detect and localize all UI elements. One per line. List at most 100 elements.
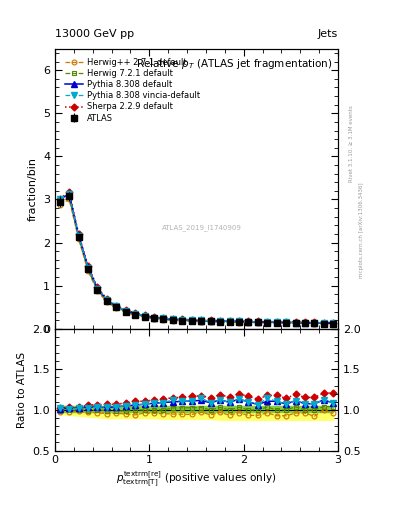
Herwig 7.2.1 default	[255, 319, 260, 325]
Herwig 7.2.1 default	[95, 287, 100, 293]
Sherpa 2.2.9 default	[86, 263, 90, 269]
Pythia 8.308 default	[246, 318, 251, 325]
Pythia 8.308 vincia-default	[303, 319, 307, 326]
Herwig 7.2.1 default	[105, 298, 109, 304]
Herwig 7.2.1 default	[114, 304, 119, 310]
Herwig++ 2.7.1 default	[67, 197, 72, 203]
Sherpa 2.2.9 default	[274, 318, 279, 325]
Pythia 8.308 default	[218, 318, 222, 324]
Sherpa 2.2.9 default	[312, 319, 317, 325]
Pythia 8.308 vincia-default	[86, 265, 90, 271]
Pythia 8.308 default	[133, 311, 138, 317]
Pythia 8.308 default	[152, 314, 156, 321]
Sherpa 2.2.9 default	[57, 196, 62, 202]
Pythia 8.308 vincia-default	[246, 318, 251, 325]
Herwig++ 2.7.1 default	[227, 319, 232, 325]
Pythia 8.308 vincia-default	[180, 316, 185, 323]
Herwig++ 2.7.1 default	[293, 321, 298, 327]
Herwig++ 2.7.1 default	[237, 319, 241, 326]
Sherpa 2.2.9 default	[208, 317, 213, 324]
Herwig 7.2.1 default	[142, 314, 147, 320]
Pythia 8.308 default	[255, 319, 260, 325]
Sherpa 2.2.9 default	[114, 303, 119, 309]
Sherpa 2.2.9 default	[180, 316, 185, 323]
Herwig++ 2.7.1 default	[142, 314, 147, 320]
Y-axis label: Ratio to ATLAS: Ratio to ATLAS	[17, 352, 27, 428]
Pythia 8.308 vincia-default	[76, 232, 81, 239]
Pythia 8.308 default	[227, 318, 232, 324]
Text: 13000 GeV pp: 13000 GeV pp	[55, 29, 134, 39]
Line: Herwig 7.2.1 default: Herwig 7.2.1 default	[57, 195, 336, 326]
Pythia 8.308 vincia-default	[67, 191, 72, 198]
Herwig 7.2.1 default	[284, 319, 288, 326]
Pythia 8.308 vincia-default	[142, 313, 147, 319]
Sherpa 2.2.9 default	[246, 318, 251, 324]
Pythia 8.308 vincia-default	[208, 318, 213, 324]
Pythia 8.308 default	[76, 232, 81, 238]
Pythia 8.308 default	[57, 197, 62, 203]
Sherpa 2.2.9 default	[265, 318, 270, 325]
Text: Rivet 3.1.10, ≥ 3.1M events: Rivet 3.1.10, ≥ 3.1M events	[349, 105, 354, 182]
Herwig++ 2.7.1 default	[331, 321, 336, 327]
Text: Relative $p_{T}$ (ATLAS jet fragmentation): Relative $p_{T}$ (ATLAS jet fragmentatio…	[136, 57, 332, 71]
Pythia 8.308 vincia-default	[189, 317, 194, 323]
Pythia 8.308 default	[274, 319, 279, 325]
Pythia 8.308 default	[114, 303, 119, 309]
Pythia 8.308 vincia-default	[293, 319, 298, 326]
Sherpa 2.2.9 default	[189, 316, 194, 323]
Pythia 8.308 vincia-default	[255, 319, 260, 325]
Pythia 8.308 vincia-default	[312, 319, 317, 326]
Herwig++ 2.7.1 default	[321, 321, 326, 327]
Herwig 7.2.1 default	[321, 321, 326, 327]
Herwig 7.2.1 default	[171, 317, 175, 323]
Sherpa 2.2.9 default	[105, 296, 109, 302]
Herwig 7.2.1 default	[312, 320, 317, 326]
Pythia 8.308 default	[86, 264, 90, 270]
Herwig++ 2.7.1 default	[265, 320, 270, 326]
Herwig++ 2.7.1 default	[199, 318, 204, 325]
Line: Pythia 8.308 default: Pythia 8.308 default	[57, 191, 336, 326]
Herwig++ 2.7.1 default	[208, 319, 213, 325]
Sherpa 2.2.9 default	[255, 318, 260, 325]
Pythia 8.308 vincia-default	[114, 303, 119, 309]
Pythia 8.308 vincia-default	[218, 318, 222, 324]
Pythia 8.308 vincia-default	[161, 315, 166, 322]
Sherpa 2.2.9 default	[218, 317, 222, 324]
Herwig++ 2.7.1 default	[312, 321, 317, 327]
Herwig++ 2.7.1 default	[246, 319, 251, 326]
Herwig 7.2.1 default	[303, 320, 307, 326]
Pythia 8.308 default	[123, 308, 128, 314]
Herwig++ 2.7.1 default	[105, 299, 109, 305]
Pythia 8.308 vincia-default	[265, 319, 270, 325]
Sherpa 2.2.9 default	[76, 231, 81, 237]
Herwig++ 2.7.1 default	[123, 309, 128, 315]
Herwig++ 2.7.1 default	[255, 319, 260, 326]
Herwig 7.2.1 default	[265, 319, 270, 326]
Sherpa 2.2.9 default	[303, 319, 307, 325]
Pythia 8.308 vincia-default	[105, 296, 109, 303]
Herwig++ 2.7.1 default	[152, 316, 156, 322]
Herwig 7.2.1 default	[67, 194, 72, 200]
Herwig 7.2.1 default	[227, 319, 232, 325]
Herwig++ 2.7.1 default	[274, 320, 279, 326]
Pythia 8.308 vincia-default	[331, 320, 336, 326]
Sherpa 2.2.9 default	[67, 188, 72, 195]
Pythia 8.308 vincia-default	[152, 314, 156, 321]
Sherpa 2.2.9 default	[171, 316, 175, 322]
Pythia 8.308 default	[105, 297, 109, 303]
Herwig++ 2.7.1 default	[86, 268, 90, 274]
Pythia 8.308 default	[331, 320, 336, 326]
Herwig++ 2.7.1 default	[95, 288, 100, 294]
Pythia 8.308 default	[208, 318, 213, 324]
Herwig 7.2.1 default	[189, 318, 194, 324]
Herwig 7.2.1 default	[246, 319, 251, 325]
Pythia 8.308 vincia-default	[199, 317, 204, 324]
Sherpa 2.2.9 default	[199, 317, 204, 323]
Herwig++ 2.7.1 default	[161, 316, 166, 323]
Herwig 7.2.1 default	[86, 267, 90, 273]
Pythia 8.308 vincia-default	[95, 286, 100, 292]
X-axis label: $p_{\mathregular{textrm[T]}}^{\mathregular{textrm[re]}}$ (positive values only): $p_{\mathregular{textrm[T]}}^{\mathregul…	[116, 470, 277, 489]
Pythia 8.308 default	[180, 316, 185, 323]
Herwig++ 2.7.1 default	[303, 321, 307, 327]
Text: mcplots.cern.ch [arXiv:1306.3436]: mcplots.cern.ch [arXiv:1306.3436]	[359, 183, 364, 278]
